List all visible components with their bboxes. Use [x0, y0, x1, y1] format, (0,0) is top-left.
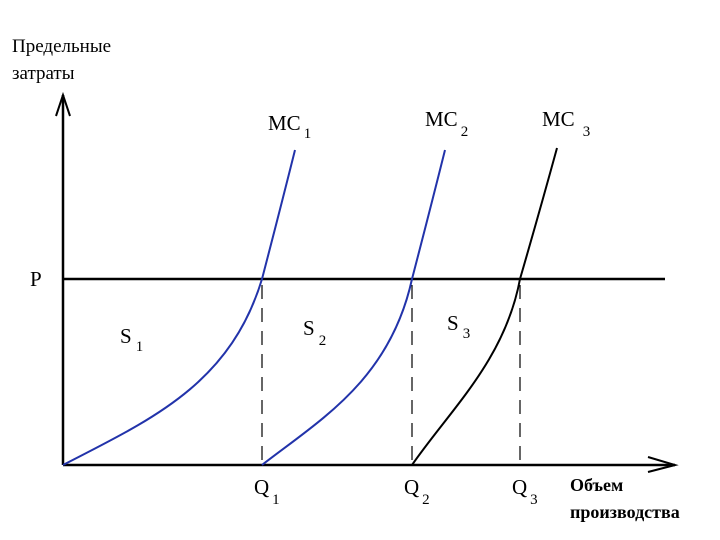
area-label-main: S [303, 316, 315, 340]
curve-label: MC2 [425, 107, 468, 140]
quantity-label-main: Q [404, 475, 419, 499]
curve-label-sub: 2 [461, 124, 469, 140]
quantity-label: Q1 [254, 475, 280, 508]
curve-label-main: MC [542, 107, 575, 131]
area-label-main: S [120, 324, 132, 348]
area-label-sub: 1 [136, 339, 144, 355]
area-label-sub: 3 [463, 326, 471, 342]
quantity-label-sub: 1 [272, 492, 280, 508]
quantity-label-sub: 2 [422, 492, 430, 508]
mc-curve [62, 149, 296, 466]
curve-label: MC 1 [268, 111, 311, 142]
y-axis-label: Предельные [12, 36, 111, 57]
y-arrow [55, 91, 71, 117]
x-axis-label: производства [570, 502, 680, 522]
quantity-label: Q3 [512, 475, 538, 508]
x-arrow [647, 456, 679, 473]
area-label: S2 [303, 316, 326, 349]
curve-label-main: MC [268, 111, 301, 135]
mc-curve [411, 147, 558, 466]
quantity-label-main: Q [512, 475, 527, 499]
quantity-label: Q2 [404, 475, 430, 508]
price-label: P [30, 267, 42, 291]
mc-curve [261, 149, 446, 466]
curve-label: MC 3 [542, 107, 590, 140]
curve-label-sub: 3 [583, 124, 591, 140]
quantity-label-main: Q [254, 475, 269, 499]
quantity-label-sub: 3 [530, 492, 538, 508]
y-axis-label: затраты [12, 63, 75, 84]
area-label-main: S [447, 311, 459, 335]
area-label-sub: 2 [319, 333, 327, 349]
x-axis-label: Объем [570, 475, 623, 495]
curve-label-main: MC [425, 107, 458, 131]
curve-label-sub: 1 [304, 126, 312, 142]
